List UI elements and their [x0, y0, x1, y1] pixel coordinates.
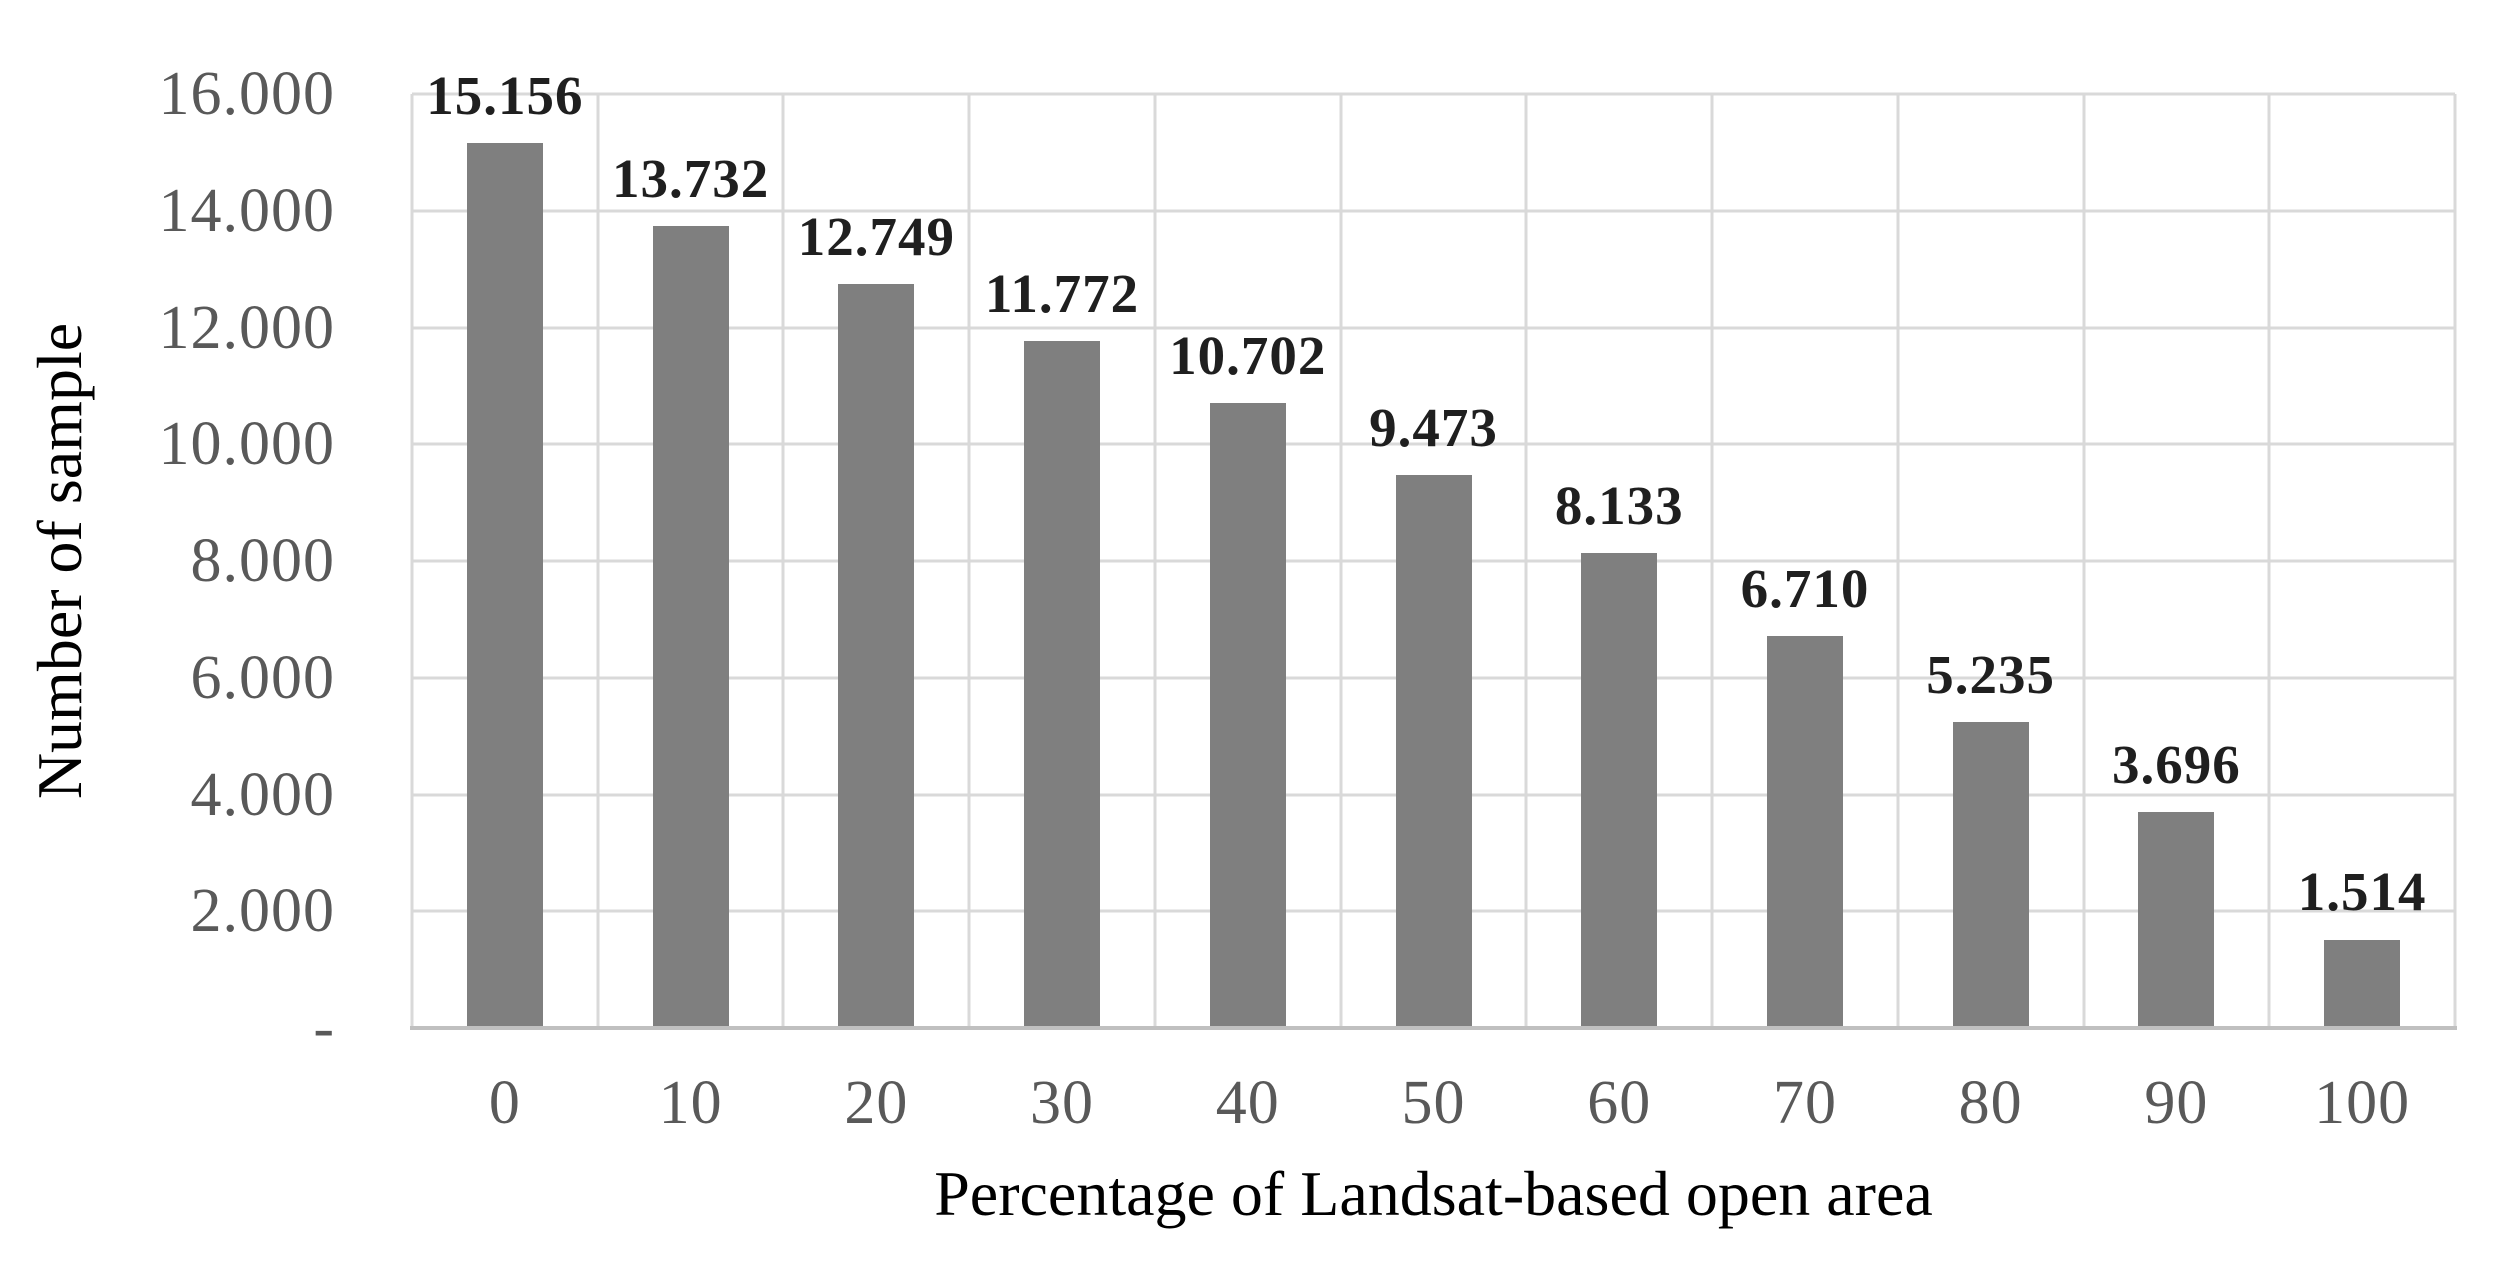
bar-value-label: 3.696	[2112, 734, 2241, 795]
bar-value-label: 5.235	[1926, 644, 2056, 706]
bar-value-label: 12.749	[797, 205, 955, 267]
bar-value-label: 9.473	[1369, 396, 1498, 458]
y-tick-label: 8.000	[190, 527, 335, 595]
x-tick-label: 60	[1587, 1069, 1652, 1137]
x-tick-label: 50	[1401, 1069, 1466, 1137]
horizontal-gridline	[412, 326, 2455, 329]
plot-area: 15.156 13.732 12.749 11.772 10.702 9.473 8.133…	[410, 65, 2457, 1030]
x-tick-label: 90	[2144, 1069, 2209, 1137]
bar-80	[1952, 722, 2029, 1028]
bar-100	[2324, 939, 2401, 1028]
bar-40	[1209, 403, 1286, 1028]
bar-value-label: 13.732	[611, 148, 770, 210]
bar-70	[1766, 636, 1843, 1028]
bar-value-label: 11.772	[984, 262, 1140, 324]
bar-20	[838, 283, 915, 1028]
y-tick-label: 16.000	[158, 60, 335, 128]
y-tick-label: 6.000	[190, 643, 335, 712]
y-tick-label: 2.000	[190, 877, 335, 946]
x-tick-label: 0	[488, 1069, 521, 1137]
x-tick-label: 30	[1030, 1069, 1095, 1137]
vertical-gridline	[2453, 94, 2457, 1028]
y-tick-label: 12.000	[158, 293, 335, 362]
x-axis-line	[410, 1026, 2457, 1030]
horizontal-gridline	[412, 92, 2455, 96]
bar-50	[1395, 475, 1472, 1028]
bar-60	[1581, 553, 1658, 1028]
bar-value-label: 10.702	[1169, 325, 1327, 387]
y-tick-label: 10.000	[158, 410, 335, 479]
bar-30	[1024, 340, 1101, 1028]
bar-value-label: 6.710	[1740, 558, 1870, 620]
x-tick-label: 100	[2314, 1069, 2411, 1137]
horizontal-gridline	[412, 209, 2455, 213]
bar-10	[652, 226, 729, 1028]
y-tick-label: -	[313, 994, 335, 1062]
x-tick-label: 40	[1215, 1069, 1280, 1137]
bar-value-label: 15.156	[426, 65, 584, 127]
x-tick-label: 70	[1772, 1069, 1837, 1137]
horizontal-gridline	[412, 442, 2455, 446]
x-axis-tick-labels: 0 10 20 30 40 50 60 70 80 90 100	[412, 1072, 2455, 1152]
x-tick-label: 10	[658, 1069, 723, 1137]
bar-value-label: 1.514	[2297, 861, 2427, 923]
x-axis-title: Percentage of Landsat-based open area	[934, 1158, 1933, 1229]
y-tick-label: 4.000	[190, 760, 335, 829]
bar-90	[2138, 812, 2215, 1028]
x-tick-label: 80	[1958, 1069, 2023, 1137]
bar-value-label: 8.133	[1554, 475, 1684, 536]
x-tick-label: 20	[844, 1069, 909, 1137]
y-axis-tick-labels: 16.000 14.000 12.000 10.000 8.000 6.000 4.000 2…	[0, 63, 335, 1059]
y-tick-label: 14.000	[158, 176, 335, 245]
bar-0	[466, 143, 543, 1028]
